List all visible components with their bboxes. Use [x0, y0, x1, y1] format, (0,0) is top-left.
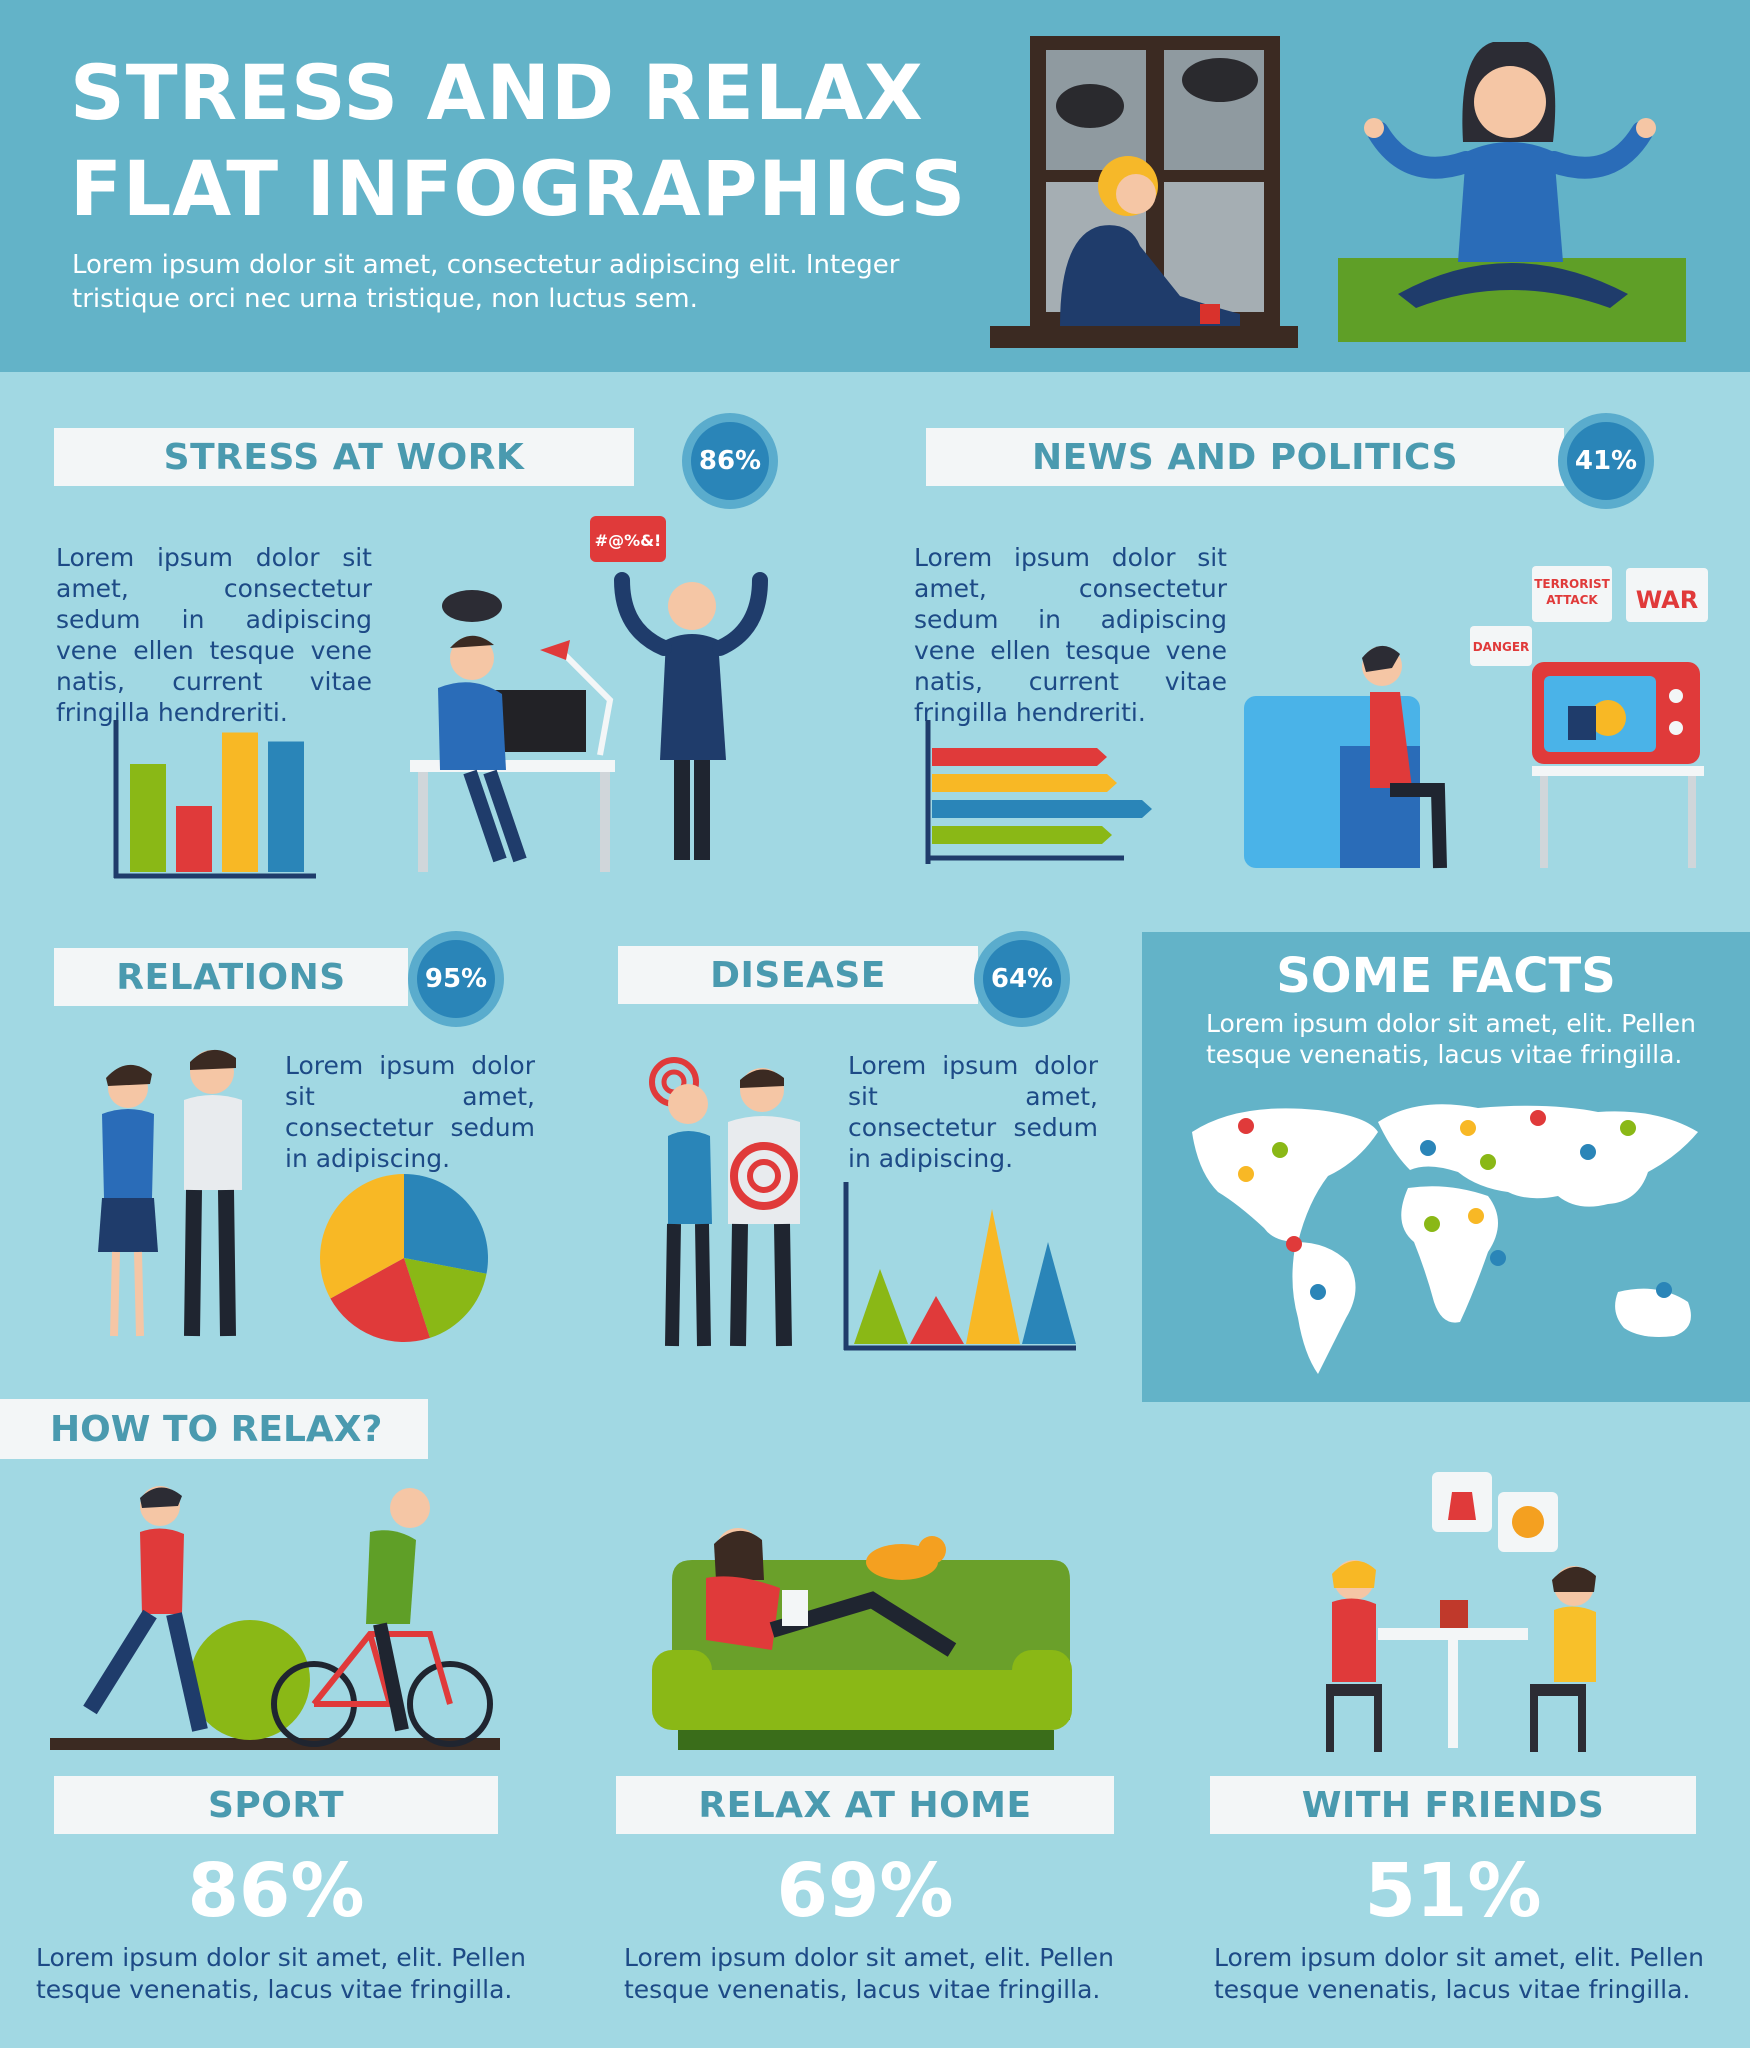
- map-pin: [1460, 1120, 1476, 1136]
- boss-speech-bubble-text: #@%&!: [595, 531, 662, 550]
- news-and-politics-text: Lorem ipsum dolor sit amet, consectetur …: [914, 543, 1227, 727]
- map-pin: [1580, 1144, 1596, 1160]
- disease-triangle: [910, 1296, 964, 1344]
- stress-at-work-bar-chart: [113, 720, 316, 879]
- page-title-line2: FLAT INFOGRAPHICS: [70, 144, 967, 233]
- north-america-shape: [1192, 1108, 1378, 1242]
- sick-couple-illustration: [649, 1057, 800, 1347]
- section-news-and-politics-banner: NEWS AND POLITICS: [926, 428, 1564, 486]
- relations-pie-chart: [320, 1174, 488, 1342]
- page-subtitle: Lorem ipsum dolor sit amet, consectetur …: [72, 250, 900, 314]
- stress-at-work-text: Lorem ipsum dolor sit amet, consectetur …: [56, 543, 372, 727]
- work-bar: [176, 806, 212, 872]
- news-bar: [932, 826, 1112, 844]
- australia-shape: [1615, 1288, 1691, 1337]
- map-pin: [1420, 1140, 1436, 1156]
- page-title-line1: STRESS AND RELAX: [70, 48, 924, 137]
- relax-item-sport-text: Lorem ipsum dolor sit amet, elit. Pellen…: [36, 1943, 526, 2004]
- eurasia-shape: [1378, 1104, 1698, 1207]
- map-pin: [1656, 1282, 1672, 1298]
- map-pin: [1480, 1154, 1496, 1170]
- man-watching-tv-news-illustration: TERRORIST ATTACK WAR DANGER: [1244, 566, 1708, 869]
- map-pin: [1468, 1208, 1484, 1224]
- section-stress-at-work-banner: STRESS AT WORK: [54, 428, 634, 486]
- stress-at-work-percent-badge: 86%: [682, 413, 778, 509]
- map-pin: [1286, 1236, 1302, 1252]
- pie-slice: [404, 1258, 487, 1338]
- relax-item-friends-text: Lorem ipsum dolor sit amet, elit. Pellen…: [1214, 1943, 1704, 2004]
- africa-shape: [1401, 1186, 1498, 1323]
- south-america-shape: [1292, 1242, 1356, 1374]
- map-pin: [1272, 1142, 1288, 1158]
- relax-item-friends-percent: 51%: [1364, 1848, 1542, 1934]
- office-worker-and-angry-boss-illustration: #@%&!: [410, 516, 768, 872]
- world-map: [1192, 1104, 1698, 1374]
- news-and-politics-percent-badge: 41%: [1558, 413, 1654, 509]
- meditating-woman-illustration: [1338, 42, 1686, 342]
- pie-slice: [330, 1258, 430, 1342]
- map-pin: [1490, 1250, 1506, 1266]
- relax-at-home-sofa-illustration: [652, 1528, 1072, 1750]
- relations-percent-badge: 95%: [408, 931, 504, 1027]
- relax-item-sport-percent: 86%: [187, 1848, 365, 1934]
- news-bubble-attack-text: ATTACK: [1546, 593, 1598, 607]
- pie-slice: [320, 1174, 404, 1299]
- arguing-couple-illustration: [98, 1049, 242, 1337]
- map-pin: [1530, 1110, 1546, 1126]
- map-pin: [1620, 1120, 1636, 1136]
- sad-woman-window-illustration: [990, 36, 1298, 348]
- relax-item-home-percent: 69%: [776, 1848, 954, 1934]
- relax-item-home-text: Lorem ipsum dolor sit amet, elit. Pellen…: [624, 1943, 1114, 2004]
- work-bar: [222, 732, 258, 872]
- section-disease-banner: DISEASE: [618, 946, 978, 1004]
- disease-triangle: [854, 1269, 908, 1344]
- news-bubble-war-text: WAR: [1636, 586, 1698, 614]
- map-pin: [1310, 1284, 1326, 1300]
- some-facts-title: SOME FACTS: [1276, 948, 1616, 1004]
- relations-text: Lorem ipsum dolor sit amet, consectetur …: [285, 1051, 535, 1173]
- section-relations-banner: RELATIONS: [54, 948, 408, 1006]
- disease-triangle-chart: [843, 1182, 1076, 1351]
- map-pin: [1238, 1118, 1254, 1134]
- with-friends-cafe-illustration: [1326, 1472, 1596, 1752]
- disease-triangle: [1022, 1242, 1076, 1344]
- disease-triangle: [966, 1209, 1020, 1344]
- pie-slice: [404, 1174, 488, 1274]
- map-pins: [1238, 1110, 1672, 1300]
- news-bar: [932, 774, 1117, 792]
- news-bubble-terrorist-text: TERRORIST: [1534, 577, 1610, 591]
- some-facts-text: Lorem ipsum dolor sit amet, elit. Pellen…: [1206, 1009, 1696, 1069]
- relax-item-friends-banner: WITH FRIENDS: [1210, 1776, 1696, 1834]
- disease-percent-badge: 64%: [974, 931, 1070, 1027]
- work-bar: [130, 764, 166, 872]
- disease-text: Lorem ipsum dolor sit amet, consectetur …: [848, 1051, 1098, 1173]
- work-bar: [268, 741, 304, 872]
- news-and-politics-horizontal-bar-chart: [925, 720, 1152, 864]
- news-bubble-danger-text: DANGER: [1473, 640, 1530, 654]
- how-to-relax-heading: HOW TO RELAX?: [0, 1399, 428, 1459]
- map-pin: [1424, 1216, 1440, 1232]
- news-bar: [932, 800, 1152, 818]
- sport-running-cycling-illustration: [50, 1486, 500, 1750]
- news-bar: [932, 748, 1107, 766]
- map-pin: [1238, 1166, 1254, 1182]
- relax-item-sport-banner: SPORT: [54, 1776, 498, 1834]
- relax-item-home-banner: RELAX AT HOME: [616, 1776, 1114, 1834]
